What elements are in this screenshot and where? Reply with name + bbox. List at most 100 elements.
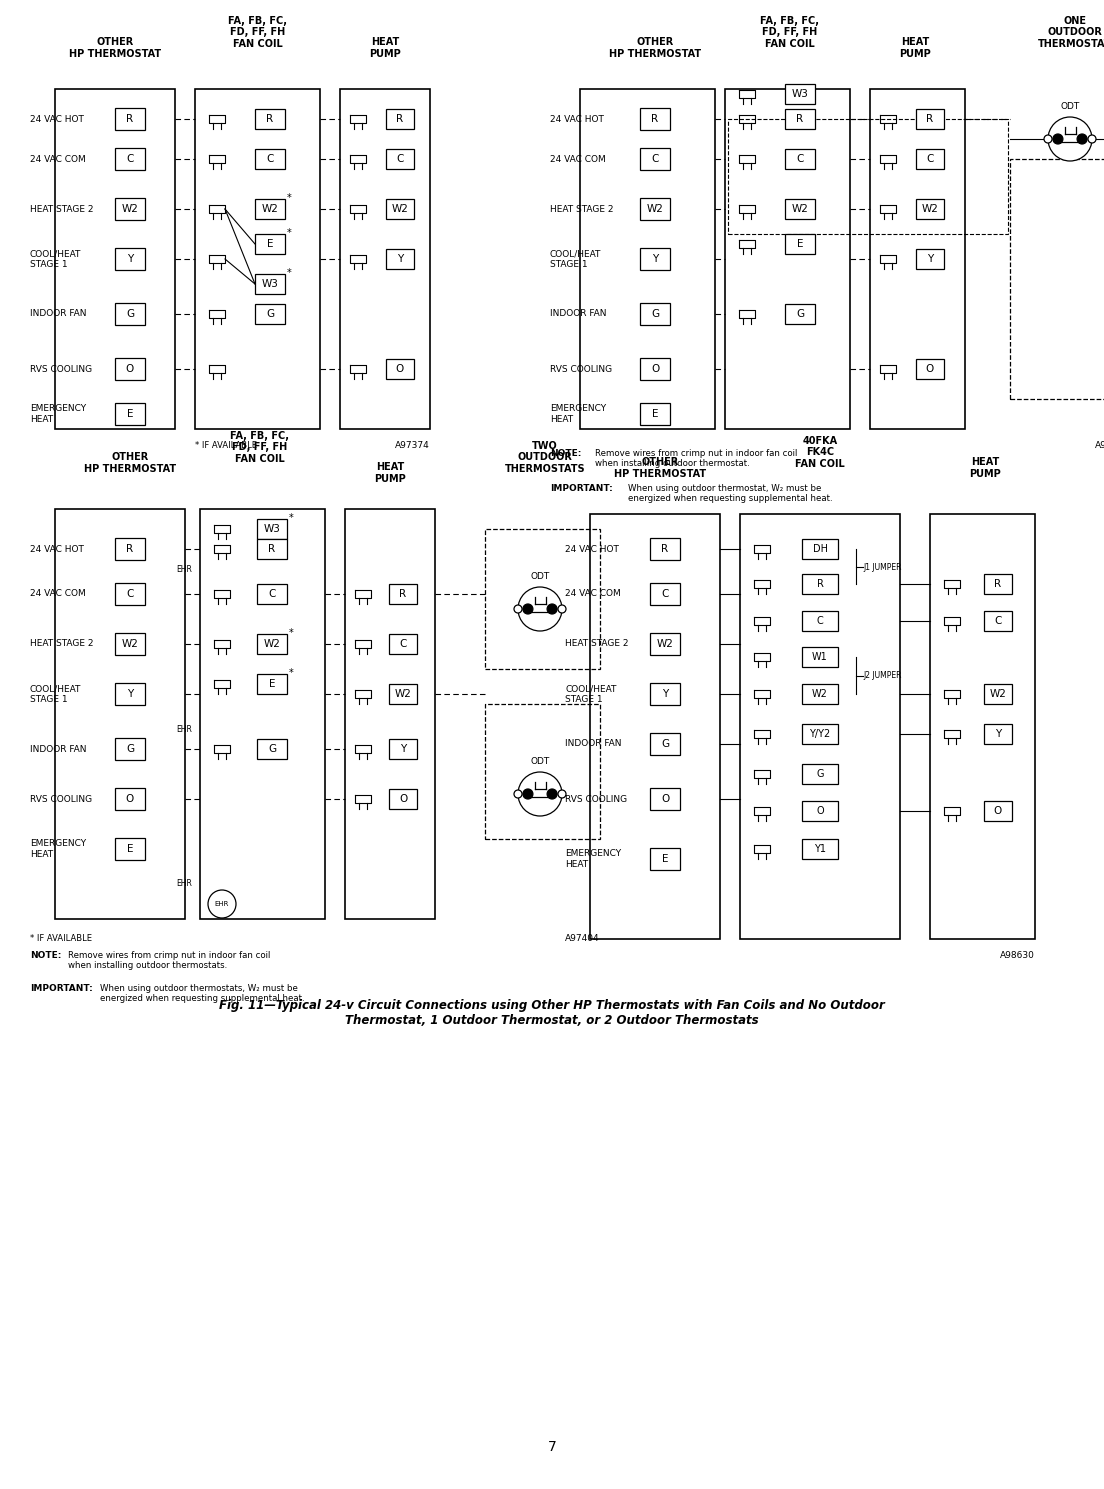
Text: EMERGENCY
HEAT: EMERGENCY HEAT bbox=[565, 849, 622, 868]
Text: * IF AVAILABLE: * IF AVAILABLE bbox=[30, 934, 92, 943]
Text: * IF AVAILABLE: * IF AVAILABLE bbox=[195, 441, 257, 450]
Circle shape bbox=[558, 605, 566, 613]
Circle shape bbox=[548, 605, 558, 613]
Text: 24 VAC HOT: 24 VAC HOT bbox=[30, 115, 84, 124]
Text: G: G bbox=[126, 310, 134, 319]
Text: W3: W3 bbox=[792, 89, 808, 98]
Bar bbox=[802, 764, 838, 785]
Text: COOL/HEAT
STAGE 1: COOL/HEAT STAGE 1 bbox=[550, 249, 602, 268]
Bar bbox=[115, 838, 145, 861]
Text: 24 VAC COM: 24 VAC COM bbox=[550, 155, 606, 164]
Text: COOL/HEAT
STAGE 1: COOL/HEAT STAGE 1 bbox=[30, 249, 82, 268]
Text: C: C bbox=[268, 590, 276, 599]
Text: O: O bbox=[994, 806, 1002, 816]
Bar bbox=[115, 249, 145, 270]
Text: E: E bbox=[797, 240, 804, 249]
Bar bbox=[870, 89, 965, 429]
Text: COOL/HEAT
STAGE 1: COOL/HEAT STAGE 1 bbox=[30, 685, 82, 704]
Text: COOL/HEAT
STAGE 1: COOL/HEAT STAGE 1 bbox=[565, 685, 616, 704]
Text: Fig. 11—Typical 24-v Circuit Connections using Other HP Thermostats with Fan Coi: Fig. 11—Typical 24-v Circuit Connections… bbox=[219, 999, 885, 1027]
Bar bbox=[640, 109, 670, 130]
Text: Y: Y bbox=[662, 689, 668, 698]
Bar bbox=[255, 304, 285, 325]
Bar bbox=[785, 109, 815, 130]
Circle shape bbox=[208, 890, 236, 919]
Bar bbox=[802, 573, 838, 594]
Bar bbox=[257, 520, 287, 539]
Text: G: G bbox=[816, 768, 824, 779]
Text: E: E bbox=[661, 855, 668, 864]
Text: When using outdoor thermostats, W₂ must be
energized when requesting supplementa: When using outdoor thermostats, W₂ must … bbox=[100, 984, 305, 1004]
Bar bbox=[257, 539, 287, 558]
Bar bbox=[984, 724, 1012, 744]
Bar bbox=[728, 119, 1008, 234]
Text: INDOOR FAN: INDOOR FAN bbox=[550, 310, 606, 319]
Bar bbox=[984, 683, 1012, 704]
Text: W2: W2 bbox=[262, 204, 278, 214]
Text: EMERGENCY
HEAT: EMERGENCY HEAT bbox=[30, 840, 86, 859]
Text: A97404: A97404 bbox=[565, 934, 599, 943]
Bar bbox=[195, 89, 320, 429]
Text: HEAT
PUMP: HEAT PUMP bbox=[374, 463, 406, 484]
Bar bbox=[255, 274, 285, 293]
Text: R: R bbox=[127, 115, 134, 124]
Bar bbox=[802, 838, 838, 859]
Bar bbox=[344, 509, 435, 919]
Bar bbox=[984, 801, 1012, 820]
Text: G: G bbox=[796, 310, 804, 319]
Bar bbox=[650, 788, 680, 810]
Text: HEAT
PUMP: HEAT PUMP bbox=[899, 37, 931, 60]
Bar bbox=[115, 538, 145, 560]
Bar bbox=[785, 83, 815, 104]
Text: EMERGENCY
HEAT: EMERGENCY HEAT bbox=[550, 405, 606, 424]
Circle shape bbox=[1053, 134, 1063, 144]
Text: Y: Y bbox=[927, 255, 933, 264]
Text: OTHER
HP THERMOSTAT: OTHER HP THERMOSTAT bbox=[609, 37, 701, 60]
Text: A97374: A97374 bbox=[395, 441, 429, 450]
Text: O: O bbox=[926, 363, 934, 374]
Text: W2: W2 bbox=[264, 639, 280, 649]
Text: W3: W3 bbox=[262, 278, 278, 289]
Text: 24 VAC HOT: 24 VAC HOT bbox=[30, 545, 84, 554]
Bar bbox=[740, 514, 900, 940]
Text: Y: Y bbox=[400, 744, 406, 753]
Bar bbox=[257, 675, 287, 694]
Text: G: G bbox=[268, 744, 276, 753]
Text: E: E bbox=[651, 409, 658, 418]
Text: R: R bbox=[796, 115, 804, 124]
Bar bbox=[115, 683, 145, 704]
Bar bbox=[255, 149, 285, 168]
Circle shape bbox=[1044, 135, 1052, 143]
Text: R: R bbox=[400, 590, 406, 599]
Bar bbox=[485, 704, 599, 838]
Text: ONE
OUTDOOR
THERMOSTAT: ONE OUTDOOR THERMOSTAT bbox=[1038, 16, 1104, 49]
Text: OTHER
HP THERMOSTAT: OTHER HP THERMOSTAT bbox=[68, 37, 161, 60]
Text: RVS COOLING: RVS COOLING bbox=[30, 795, 92, 804]
Bar bbox=[640, 147, 670, 170]
Text: Y: Y bbox=[127, 689, 134, 698]
Text: C: C bbox=[796, 153, 804, 164]
Bar bbox=[386, 109, 414, 130]
Text: OTHER
HP THERMOSTAT: OTHER HP THERMOSTAT bbox=[614, 457, 707, 479]
Text: Y: Y bbox=[396, 255, 403, 264]
Bar bbox=[389, 739, 417, 759]
Text: *: * bbox=[287, 228, 291, 238]
Bar bbox=[802, 683, 838, 704]
Text: *: * bbox=[289, 628, 294, 637]
Bar bbox=[930, 514, 1036, 940]
Text: NOTE:: NOTE: bbox=[550, 450, 582, 459]
Circle shape bbox=[1089, 135, 1096, 143]
Bar bbox=[640, 249, 670, 270]
Text: W2: W2 bbox=[647, 204, 664, 214]
Bar bbox=[200, 509, 325, 919]
Text: When using outdoor thermostat, W₂ must be
energized when requesting supplemental: When using outdoor thermostat, W₂ must b… bbox=[628, 484, 832, 503]
Text: C: C bbox=[126, 590, 134, 599]
Bar bbox=[802, 539, 838, 558]
Bar bbox=[650, 849, 680, 870]
Text: O: O bbox=[816, 806, 824, 816]
Circle shape bbox=[1078, 134, 1087, 144]
Bar bbox=[386, 200, 414, 219]
Bar bbox=[115, 109, 145, 130]
Text: FA, FB, FC,
FD, FF, FH
FAN COIL: FA, FB, FC, FD, FF, FH FAN COIL bbox=[231, 430, 289, 465]
Bar bbox=[255, 200, 285, 219]
